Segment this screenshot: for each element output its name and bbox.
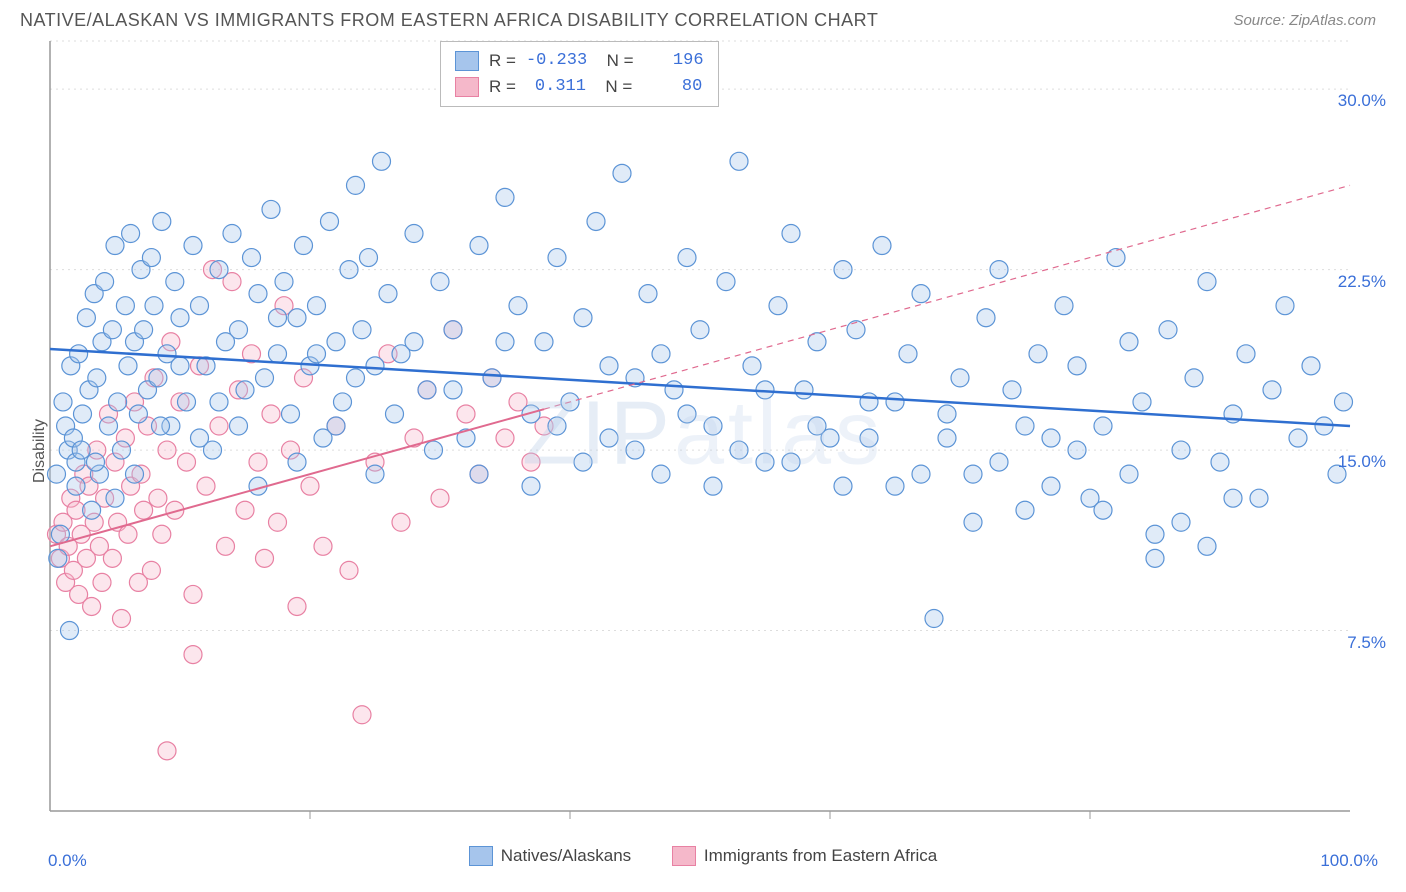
y-tick-label: 15.0% [1338,452,1386,472]
x-tick-0: 0.0% [48,851,87,871]
chart-area: Disability ZIPatlas R = -0.233 N = 196 R… [0,31,1406,871]
swatch-blue [455,51,479,71]
stat-label: R = [489,74,516,100]
bottom-legend: Natives/Alaskans Immigrants from Eastern… [0,846,1406,871]
stats-row-1: R = -0.233 N = 196 [455,48,704,74]
stat-n-1: 196 [644,48,704,74]
y-tick-label: 7.5% [1347,633,1386,653]
legend-swatch-1 [469,846,493,866]
stats-row-2: R = 0.311 N = 80 [455,74,704,100]
legend-item-2: Immigrants from Eastern Africa [672,846,937,866]
swatch-pink [455,77,479,97]
legend-label-2: Immigrants from Eastern Africa [704,846,937,866]
y-tick-label: 30.0% [1338,91,1386,111]
legend-label-1: Natives/Alaskans [501,846,631,866]
source-label: Source: ZipAtlas.com [1233,12,1376,29]
y-axis-label: Disability [31,419,49,483]
stats-legend: R = -0.233 N = 196 R = 0.311 N = 80 [440,41,719,107]
stat-n-2: 80 [642,74,702,100]
legend-swatch-2 [672,846,696,866]
legend-item-1: Natives/Alaskans [469,846,631,866]
y-tick-label: 22.5% [1338,272,1386,292]
scatter-chart [0,31,1406,831]
stat-r-2: 0.311 [526,74,586,100]
x-tick-100: 100.0% [1320,851,1378,871]
stat-label: R = [489,48,516,74]
chart-title: NATIVE/ALASKAN VS IMMIGRANTS FROM EASTER… [20,10,878,31]
stat-r-1: -0.233 [526,48,587,74]
stat-label: N = [596,74,632,100]
stat-label: N = [597,48,633,74]
